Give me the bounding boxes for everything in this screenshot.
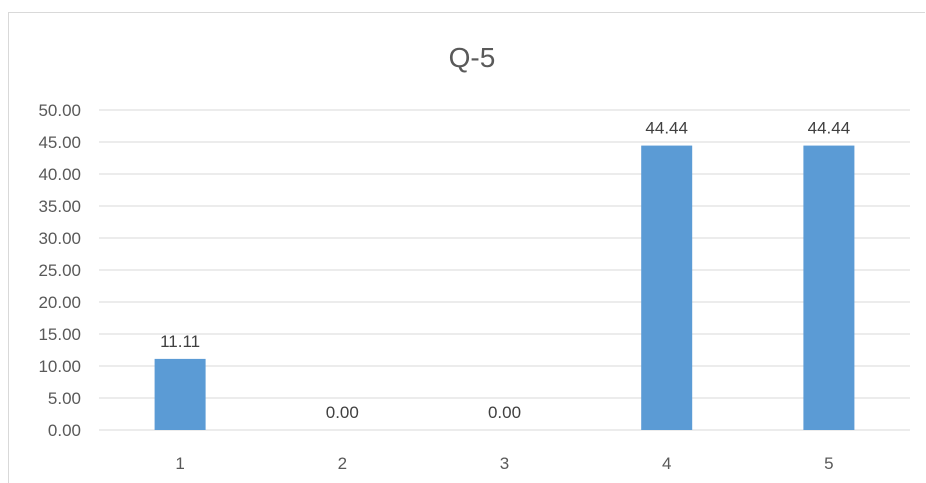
y-tick-label: 5.00: [48, 389, 81, 408]
y-tick-label: 40.00: [38, 165, 81, 184]
data-label: 44.44: [645, 119, 688, 138]
y-tick-label: 25.00: [38, 261, 81, 280]
bar: [154, 358, 206, 430]
y-axis-ticks: 0.00 5.00 10.00 15.00 20.00 25.00 30.00 35.00 40…: [38, 101, 81, 440]
x-tick-label: 5: [824, 454, 833, 473]
data-label: 44.44: [808, 119, 851, 138]
y-tick-label: 10.00: [38, 357, 81, 376]
y-tick-label: 35.00: [38, 197, 81, 216]
x-tick-label: 4: [662, 454, 671, 473]
data-label: 0.00: [326, 403, 359, 422]
bar: [803, 145, 855, 431]
y-tick-label: 15.00: [38, 325, 81, 344]
x-tick-label: 3: [500, 454, 509, 473]
chart-title: Q-5: [449, 42, 496, 73]
y-tick-label: 45.00: [38, 133, 81, 152]
y-tick-label: 20.00: [38, 293, 81, 312]
bars: [154, 145, 855, 431]
x-axis-ticks: 1 2 3 4 5: [175, 454, 833, 473]
y-tick-label: 30.00: [38, 229, 81, 248]
data-label: 0.00: [488, 403, 521, 422]
y-tick-label: 50.00: [38, 101, 81, 120]
x-tick-label: 2: [338, 454, 347, 473]
data-label: 11.11: [160, 332, 200, 351]
data-labels: 11.11 0.00 0.00 44.44 44.44: [160, 119, 850, 422]
y-tick-label: 0.00: [48, 421, 81, 440]
bar: [641, 145, 693, 431]
gridlines: [99, 109, 910, 431]
x-tick-label: 1: [175, 454, 184, 473]
